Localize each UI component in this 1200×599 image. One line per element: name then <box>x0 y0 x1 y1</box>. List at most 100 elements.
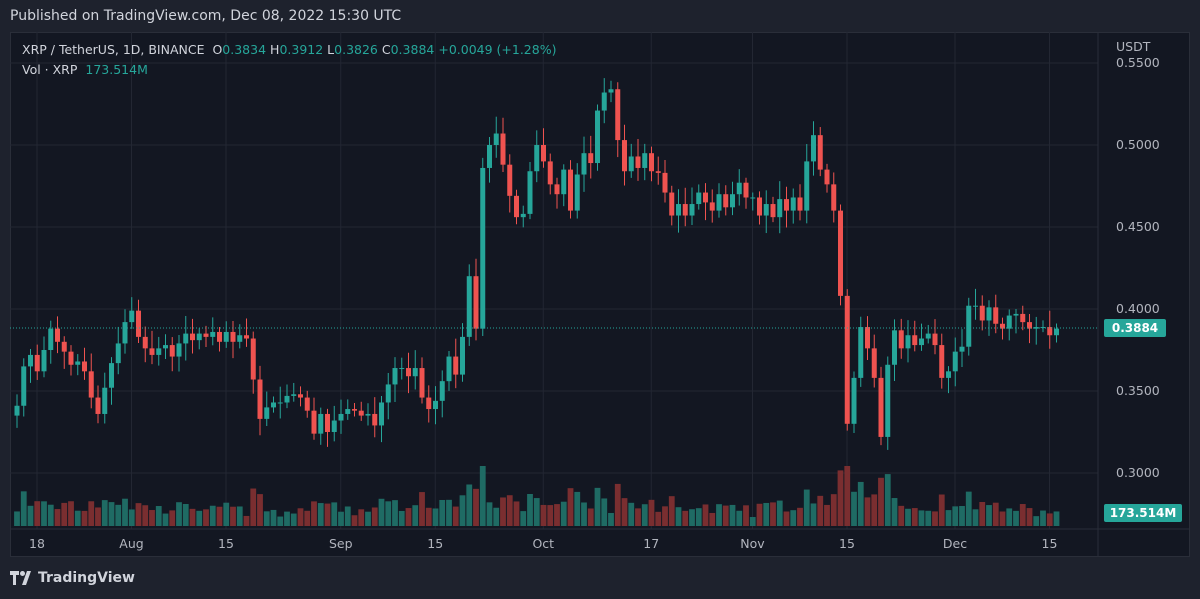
candle-body[interactable] <box>925 333 931 339</box>
candle-body[interactable] <box>446 356 452 382</box>
candle-body[interactable] <box>527 171 533 214</box>
volume-label[interactable]: Vol · XRP <box>22 62 78 77</box>
candle-body[interactable] <box>1013 313 1019 316</box>
candle-body[interactable] <box>986 307 992 321</box>
candle-body[interactable] <box>257 379 263 419</box>
candle-body[interactable] <box>325 413 330 432</box>
candle-body[interactable] <box>433 400 438 410</box>
candle-body[interactable] <box>622 140 627 172</box>
candle-body[interactable] <box>41 350 47 372</box>
candle-body[interactable] <box>500 133 506 165</box>
candle-body[interactable] <box>460 336 465 375</box>
candle-body[interactable] <box>277 402 283 404</box>
candle-body[interactable] <box>912 335 918 346</box>
candle-body[interactable] <box>439 381 445 401</box>
tradingview-logo[interactable]: TradingView <box>10 570 135 586</box>
candle-body[interactable] <box>865 327 870 349</box>
candle-body[interactable] <box>966 305 972 347</box>
candle-body[interactable] <box>696 192 702 205</box>
candle-body[interactable] <box>973 305 978 307</box>
candle-body[interactable] <box>655 171 661 173</box>
candle-body[interactable] <box>743 182 749 198</box>
candle-body[interactable] <box>919 338 924 346</box>
candle-body[interactable] <box>514 195 519 218</box>
candle-body[interactable] <box>480 167 486 329</box>
candle-body[interactable] <box>392 368 398 385</box>
candle-body[interactable] <box>871 348 877 378</box>
candle-body[interactable] <box>406 368 411 377</box>
candle-body[interactable] <box>568 169 573 211</box>
candle-body[interactable] <box>770 204 776 218</box>
candle-body[interactable] <box>878 377 884 437</box>
candle-body[interactable] <box>689 204 695 216</box>
candle-body[interactable] <box>385 384 391 403</box>
candle-body[interactable] <box>979 305 985 321</box>
candle-body[interactable] <box>271 402 276 408</box>
candle-body[interactable] <box>345 409 351 414</box>
candle-body[interactable] <box>244 335 249 339</box>
candle-body[interactable] <box>68 351 74 365</box>
candle-body[interactable] <box>109 363 114 388</box>
candle-body[interactable] <box>811 135 816 162</box>
candle-body[interactable] <box>898 330 904 349</box>
candle-body[interactable] <box>541 145 546 162</box>
candle-body[interactable] <box>736 182 742 195</box>
candle-body[interactable] <box>264 407 270 419</box>
candle-body[interactable] <box>399 368 405 370</box>
candle-body[interactable] <box>750 197 756 199</box>
candle-body[interactable] <box>379 402 384 426</box>
candle-body[interactable] <box>88 371 94 398</box>
candle-body[interactable] <box>703 192 708 203</box>
candle-body[interactable] <box>784 199 789 211</box>
candle-body[interactable] <box>149 348 155 355</box>
candle-body[interactable] <box>777 199 783 218</box>
candle-body[interactable] <box>34 354 40 372</box>
candle-body[interactable] <box>561 169 567 195</box>
candle-body[interactable] <box>851 377 857 424</box>
candle-body[interactable] <box>507 164 513 196</box>
candle-body[interactable] <box>466 276 472 337</box>
candle-body[interactable] <box>547 161 553 185</box>
candle-body[interactable] <box>55 328 60 342</box>
candle-body[interactable] <box>892 330 897 365</box>
candle-body[interactable] <box>939 345 945 378</box>
candle-body[interactable] <box>615 89 621 141</box>
candle-body[interactable] <box>608 89 614 93</box>
candle-body[interactable] <box>932 333 938 346</box>
candle-body[interactable] <box>115 343 121 364</box>
candle-body[interactable] <box>203 333 209 337</box>
symbol-label[interactable]: XRP / TetherUS, 1D, BINANCE <box>22 42 205 57</box>
candle-body[interactable] <box>601 92 607 111</box>
candle-body[interactable] <box>48 328 54 350</box>
candle-body[interactable] <box>838 210 843 296</box>
candle-body[interactable] <box>358 410 364 416</box>
candle-body[interactable] <box>230 331 236 342</box>
candle-body[interactable] <box>136 310 141 337</box>
candle-body[interactable] <box>993 307 999 324</box>
candle-body[interactable] <box>142 336 148 349</box>
candle-body[interactable] <box>844 295 850 424</box>
candle-body[interactable] <box>82 361 87 372</box>
candle-body[interactable] <box>709 202 715 211</box>
candle-body[interactable] <box>520 213 526 218</box>
candle-body[interactable] <box>284 395 290 403</box>
candle-body[interactable] <box>831 184 837 211</box>
candle-body[interactable] <box>790 197 796 211</box>
candle-body[interactable] <box>102 387 108 414</box>
candle-body[interactable] <box>304 397 310 411</box>
candle-body[interactable] <box>183 333 189 344</box>
candle-body[interactable] <box>223 331 229 342</box>
candle-body[interactable] <box>1027 322 1032 329</box>
candle-body[interactable] <box>723 194 729 208</box>
candle-body[interactable] <box>1054 328 1059 336</box>
candle-body[interactable] <box>1047 327 1053 336</box>
candle-body[interactable] <box>122 322 128 344</box>
candle-body[interactable] <box>1006 315 1012 329</box>
candle-body[interactable] <box>453 356 459 375</box>
candle-body[interactable] <box>763 204 769 216</box>
chart-canvas[interactable]: 0.5500 0.5000 0.4500 0.4000 0.3500 0.3000 USDT… <box>10 32 1190 557</box>
candle-body[interactable] <box>628 156 634 172</box>
candle-body[interactable] <box>642 153 648 168</box>
candle-body[interactable] <box>331 420 337 432</box>
candle-body[interactable] <box>682 204 688 216</box>
